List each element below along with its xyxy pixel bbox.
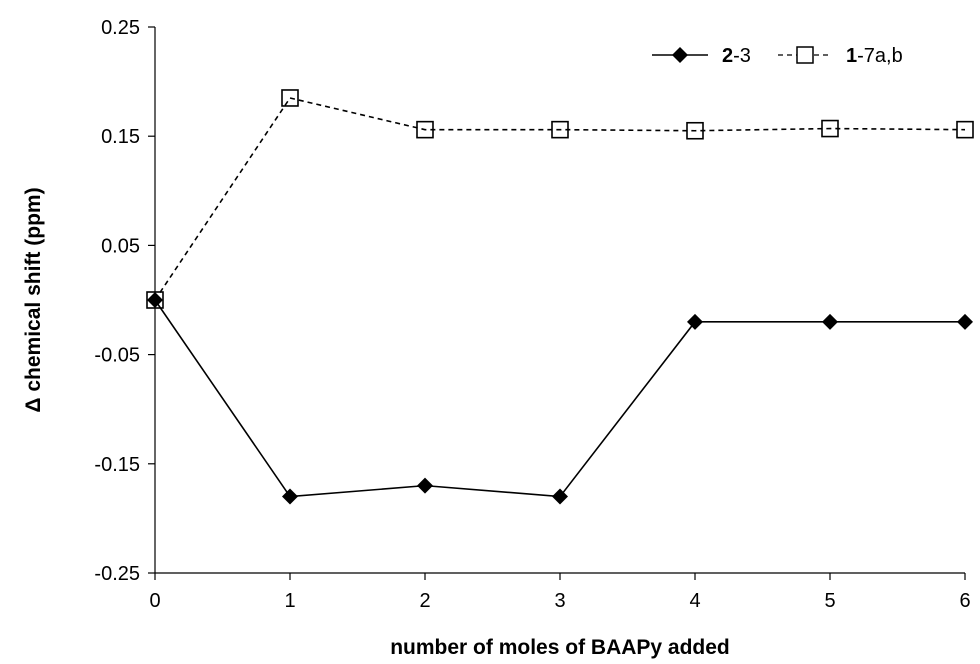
y-tick-label: 0.25 xyxy=(101,17,140,39)
series-1-point xyxy=(822,313,838,330)
series-line-1 xyxy=(154,299,965,498)
series-2-point xyxy=(416,120,434,139)
series-1-point xyxy=(147,292,163,308)
series-2-point xyxy=(281,89,299,107)
x-axis-title: number of moles of BAAPy added xyxy=(390,636,730,659)
x-tick-label: 5 xyxy=(824,590,835,612)
series-1-point xyxy=(417,477,433,494)
series-1-point xyxy=(552,488,568,505)
x-axis-ticks: 0 1 2 3 4 5 6 xyxy=(149,573,971,612)
x-tick-label: 6 xyxy=(959,590,970,612)
y-tick-label: -0.25 xyxy=(94,563,140,585)
legend-label-series-1: 2-3 xyxy=(722,45,751,67)
series-2-point xyxy=(146,291,164,309)
y-axis-ticks: 0.25 0.15 0.05 -0.05 -0.15 -0.25 xyxy=(94,17,155,585)
legend-entry-series-1: 2-3 xyxy=(652,45,751,67)
legend-marker-diamond-icon xyxy=(672,47,688,63)
series-1-point xyxy=(957,313,973,330)
legend-label-series-2-bold: 1 xyxy=(846,45,857,67)
x-tick-label: 0 xyxy=(149,590,160,612)
x-tick-label: 2 xyxy=(419,590,430,612)
y-tick-label: 0.15 xyxy=(101,126,140,148)
legend-marker-square-icon xyxy=(796,46,814,64)
series-layer xyxy=(146,89,974,505)
x-tick-label: 1 xyxy=(284,590,295,612)
y-tick-label: 0.05 xyxy=(101,235,140,257)
x-tick-label: 4 xyxy=(689,590,700,612)
y-tick-label: -0.05 xyxy=(94,345,140,367)
series-line-2 xyxy=(154,97,966,301)
y-axis-title: Δ chemical shift (ppm) xyxy=(22,187,45,412)
y-tick-label: -0.15 xyxy=(94,454,140,476)
legend-label-series-1-rest: -3 xyxy=(733,45,751,67)
legend-entry-series-2: 1-7a,b xyxy=(778,45,903,67)
x-tick-label: 3 xyxy=(554,590,565,612)
series-1-point xyxy=(282,488,298,505)
series-2-point xyxy=(956,120,974,139)
series-1-point xyxy=(687,313,703,330)
legend-label-series-2-rest: -7a,b xyxy=(857,45,903,67)
series-2-point xyxy=(686,121,704,140)
series-2-point xyxy=(551,120,569,139)
legend-label-series-1-bold: 2 xyxy=(722,45,733,67)
series-2-point xyxy=(821,119,839,138)
legend-label-series-2: 1-7a,b xyxy=(846,45,903,67)
chart-legend: 2-3 1-7a,b xyxy=(652,45,903,67)
